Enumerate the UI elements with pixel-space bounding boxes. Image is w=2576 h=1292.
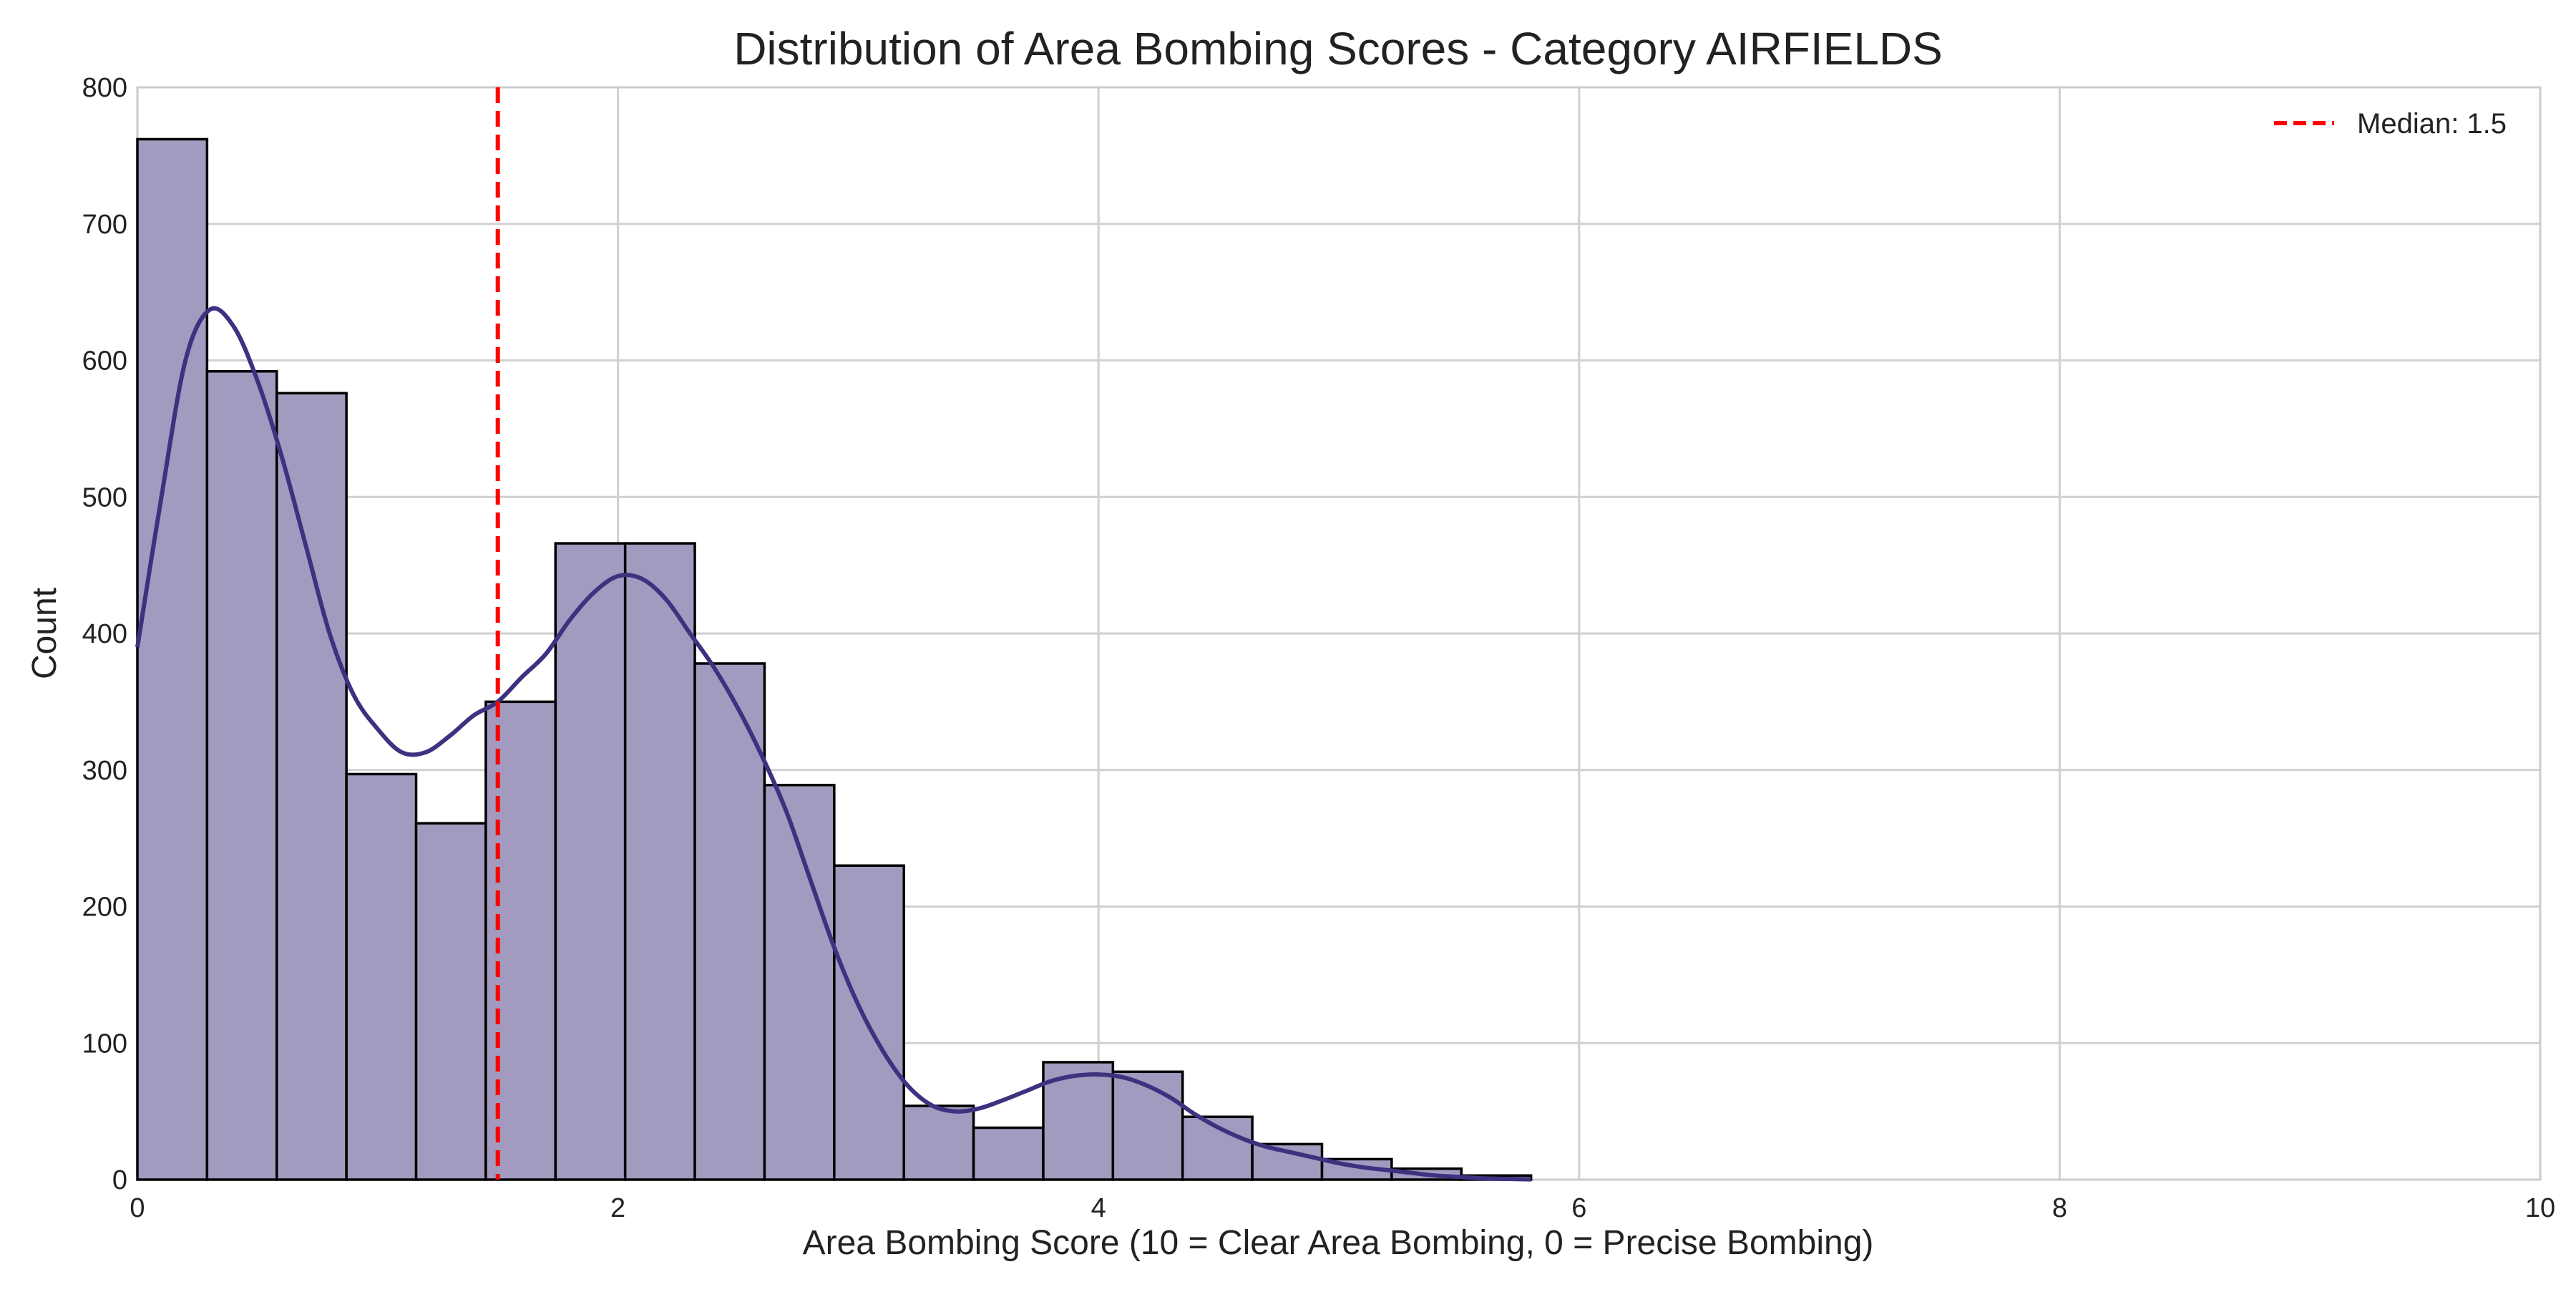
y-tick-label: 100 [82,1029,127,1059]
y-tick-label: 400 [82,619,127,649]
y-tick-label: 0 [112,1165,127,1195]
histogram-bar [414,822,487,1181]
y-tick-label: 500 [82,482,127,513]
x-tick-label: 10 [2525,1193,2555,1223]
y-tick-label: 600 [82,346,127,377]
kde-curve-group [135,306,1531,1182]
kde-curve [135,306,1531,1182]
x-tick-label: 0 [130,1193,145,1223]
y-axis-label: Count [26,588,64,679]
y-tick-label: 200 [82,893,127,923]
x-tick-label: 2 [610,1193,625,1223]
histogram-bar [136,137,209,1181]
histogram-bar [1111,1070,1184,1181]
y-tick-label: 800 [82,73,127,103]
y-tick-label: 700 [82,210,127,240]
histogram-bar [554,542,627,1181]
histogram-bar [693,662,766,1181]
histogram-bar [275,392,348,1181]
histogram-bar [205,370,278,1181]
histogram-bar [902,1104,975,1181]
histogram-bar [972,1126,1045,1181]
x-tick-label: 4 [1091,1193,1106,1223]
histogram-bar [623,542,696,1181]
legend-median-label: Median: 1.5 [2357,108,2507,140]
x-tick-label: 6 [1571,1193,1586,1223]
y-tick-label: 300 [82,756,127,786]
chart-title: Distribution of Area Bombing Scores - Ca… [733,23,1943,74]
x-axis-label: Area Bombing Score (10 = Clear Area Bomb… [803,1224,1874,1262]
x-tick-label: 8 [2052,1193,2067,1223]
histogram-bars [136,137,1533,1181]
histogram-bar [345,772,418,1181]
legend: Median: 1.5 [2274,108,2507,140]
